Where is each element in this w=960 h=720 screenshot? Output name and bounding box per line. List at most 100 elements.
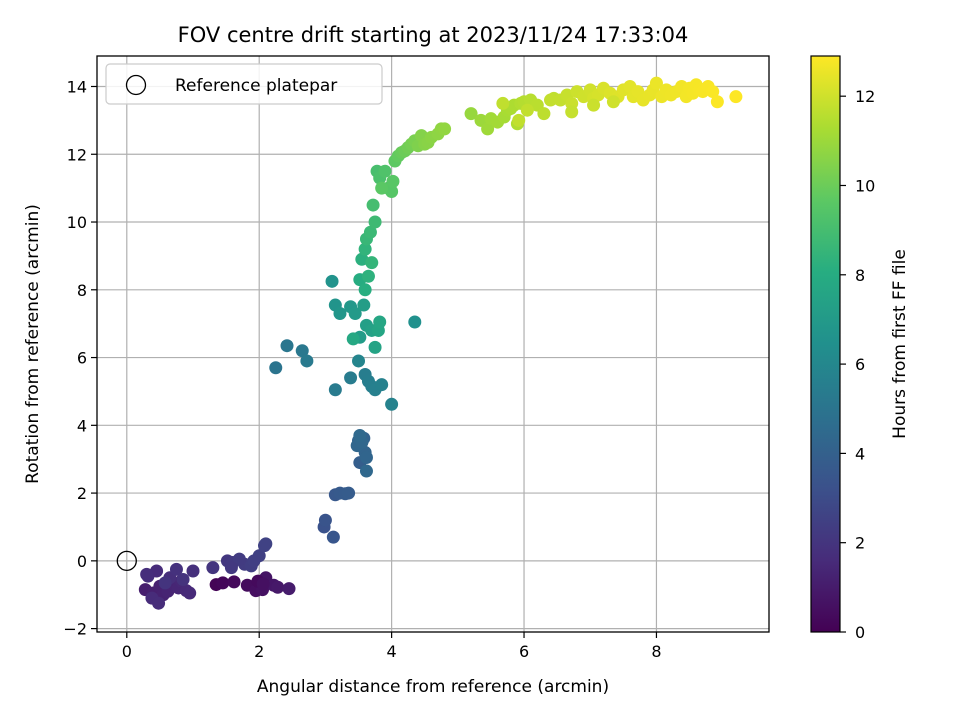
data-point [216,576,230,590]
data-point [355,252,369,266]
y-axis: −2 0 2 4 6 8 10 12 14 [63,77,97,639]
data-point [358,242,372,256]
data-point [385,185,399,199]
data-point [269,361,283,375]
data-point [328,383,342,397]
x-tick-label: 6 [519,642,529,661]
data-point [386,174,400,188]
data-point [358,283,372,297]
colorbar-tick-label: 8 [855,266,865,285]
y-axis-label: Rotation from reference (arcmin) [23,204,43,484]
data-point [152,596,166,610]
data-point [318,513,332,527]
colorbar-tick-label: 0 [855,623,865,642]
colorbar-tick-label: 2 [855,534,865,553]
chart-title: FOV centre drift starting at 2023/11/24 … [178,23,689,47]
y-tick-label: 6 [77,349,87,368]
data-point [232,552,246,566]
data-point [438,122,452,136]
y-tick-label: 0 [77,552,87,571]
x-axis: 0 2 4 6 8 [122,632,662,661]
data-point [363,225,377,239]
data-point [169,562,183,576]
data-point [346,332,360,346]
data-point [373,315,387,329]
reference-platepar-marker [116,550,137,571]
data-point [729,90,743,104]
data-point [361,269,375,283]
colorbar: 0 2 4 6 8 10 12 Hours from first FF file [810,55,910,642]
data-point [353,428,367,442]
data-point [176,572,190,586]
y-tick-label: 2 [77,484,87,503]
data-point [368,215,382,229]
data-point [481,122,495,136]
data-point [408,315,422,329]
data-point [352,354,366,368]
data-point [300,354,314,368]
data-points [138,76,743,610]
data-point [344,371,358,385]
data-point [183,586,197,600]
data-point [282,582,296,596]
data-point [348,307,362,321]
colorbar-ticks: 0 2 4 6 8 10 12 [840,87,875,642]
legend-entry-reference: Reference platepar [175,76,337,96]
colorbar-tick-label: 4 [855,444,865,463]
y-tick-label: 14 [67,77,87,96]
data-point [366,198,380,212]
colorbar-tick-label: 10 [855,176,875,195]
data-point [378,164,392,178]
data-point [385,397,399,411]
data-point [295,344,309,358]
legend-box [105,63,383,105]
reference-marker-layer [116,550,137,571]
data-point [375,378,389,392]
data-point [206,561,220,575]
data-point [186,564,200,578]
colorbar-label: Hours from first FF file [890,249,910,439]
x-tick-label: 4 [387,642,397,661]
data-point [359,464,373,478]
y-tick-label: 12 [67,145,87,164]
data-point [150,564,164,578]
data-point [227,575,241,589]
plot-frame [96,55,770,633]
colorbar-tick-label: 6 [855,355,865,374]
data-point [544,93,558,107]
y-tick-label: −2 [63,620,87,639]
data-point [158,576,172,590]
data-point [224,561,238,575]
x-tick-label: 2 [254,642,264,661]
data-point [357,298,371,312]
data-point [710,95,724,109]
legend: Reference platepar [105,63,383,105]
data-point [359,451,373,465]
data-point [537,107,551,121]
data-point [464,107,478,121]
data-point [520,103,534,117]
colorbar-gradient [810,55,841,633]
data-point [140,567,154,581]
legend-marker-icon [125,74,147,96]
data-point [375,181,389,195]
data-point [333,307,347,321]
data-point [342,486,356,500]
data-point [706,85,720,99]
data-point [565,105,579,119]
data-point [649,76,663,90]
data-point [512,113,526,127]
data-point [271,580,285,594]
data-point [368,340,382,354]
y-tick-label: 8 [77,281,87,300]
data-point [258,539,272,553]
data-point [326,530,340,544]
data-point [247,554,261,568]
plot-area [96,55,770,633]
colorbar-tick-label: 12 [855,87,875,106]
y-tick-label: 10 [67,213,87,232]
data-point [325,274,339,288]
x-tick-label: 8 [651,642,661,661]
data-point [280,339,294,353]
